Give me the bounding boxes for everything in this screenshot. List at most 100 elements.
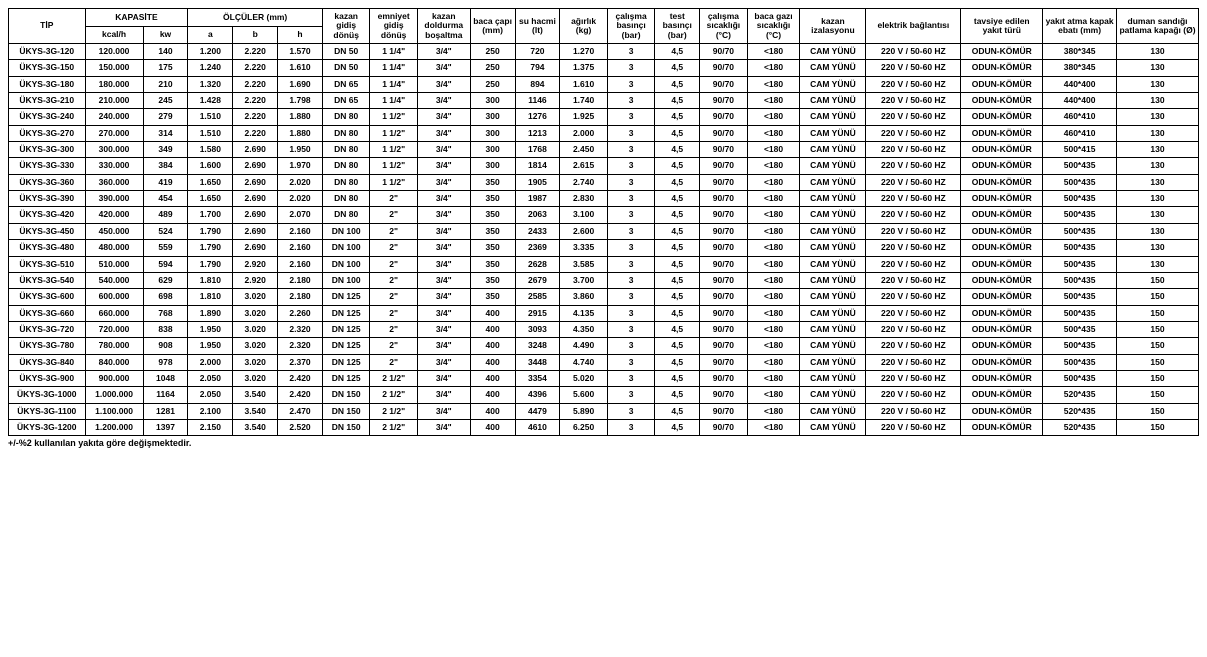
cell: 130 bbox=[1117, 76, 1199, 92]
cell: 90/70 bbox=[700, 60, 747, 76]
cell: 220 V / 50-60 HZ bbox=[866, 289, 961, 305]
cell: 3 bbox=[607, 338, 654, 354]
cell: 510.000 bbox=[85, 256, 143, 272]
cell: 3/4" bbox=[417, 142, 470, 158]
cell: 540.000 bbox=[85, 272, 143, 288]
cell: 2" bbox=[370, 207, 417, 223]
cell: 150 bbox=[1117, 289, 1199, 305]
table-row: ÜKYS-3G-420420.0004891.7002.6902.070DN 8… bbox=[9, 207, 1199, 223]
cell: 4,5 bbox=[655, 142, 700, 158]
cell: 2.920 bbox=[233, 272, 278, 288]
cell: 3.700 bbox=[560, 272, 607, 288]
cell: 2.690 bbox=[233, 158, 278, 174]
cell: ÜKYS-3G-390 bbox=[9, 191, 86, 207]
cell: 3/4" bbox=[417, 109, 470, 125]
cell: 130 bbox=[1117, 223, 1199, 239]
cell: <180 bbox=[747, 289, 800, 305]
cell: 3 bbox=[607, 109, 654, 125]
table-row: ÜKYS-3G-11001.100.00012812.1003.5402.470… bbox=[9, 403, 1199, 419]
cell: 3/4" bbox=[417, 321, 470, 337]
cell: <180 bbox=[747, 305, 800, 321]
cell: 2.220 bbox=[233, 93, 278, 109]
cell: 4,5 bbox=[655, 223, 700, 239]
table-row: ÜKYS-3G-180180.0002101.3202.2201.690DN 6… bbox=[9, 76, 1199, 92]
cell: 2.690 bbox=[233, 223, 278, 239]
cell: 3248 bbox=[515, 338, 560, 354]
cell: <180 bbox=[747, 158, 800, 174]
cell: 3/4" bbox=[417, 158, 470, 174]
cell: <180 bbox=[747, 419, 800, 435]
cell: 90/70 bbox=[700, 174, 747, 190]
cell: 300 bbox=[470, 109, 515, 125]
cell: 720.000 bbox=[85, 321, 143, 337]
cell: 1.610 bbox=[560, 76, 607, 92]
cell: 4,5 bbox=[655, 76, 700, 92]
cell: 150 bbox=[1117, 403, 1199, 419]
cell: 1.580 bbox=[188, 142, 233, 158]
cell: 220 V / 50-60 HZ bbox=[866, 272, 961, 288]
cell: 500*435 bbox=[1043, 223, 1117, 239]
cell: 500*435 bbox=[1043, 174, 1117, 190]
cell: <180 bbox=[747, 256, 800, 272]
cell: 3.540 bbox=[233, 387, 278, 403]
cell: 794 bbox=[515, 60, 560, 76]
col-b: b bbox=[233, 26, 278, 44]
cell: 2.830 bbox=[560, 191, 607, 207]
cell: 350 bbox=[470, 207, 515, 223]
cell: 2" bbox=[370, 354, 417, 370]
cell: 90/70 bbox=[700, 158, 747, 174]
table-row: ÜKYS-3G-600600.0006981.8103.0202.180DN 1… bbox=[9, 289, 1199, 305]
cell: 3/4" bbox=[417, 419, 470, 435]
cell: 1.790 bbox=[188, 256, 233, 272]
cell: 90/70 bbox=[700, 403, 747, 419]
cell: 245 bbox=[143, 93, 188, 109]
cell: 1.950 bbox=[278, 142, 323, 158]
cell: 500*435 bbox=[1043, 370, 1117, 386]
cell: 220 V / 50-60 HZ bbox=[866, 44, 961, 60]
cell: 2" bbox=[370, 289, 417, 305]
cell: 1397 bbox=[143, 419, 188, 435]
col-yakit: tavsiye edilen yakıt türü bbox=[961, 9, 1043, 44]
cell: 4,5 bbox=[655, 354, 700, 370]
cell: 220 V / 50-60 HZ bbox=[866, 370, 961, 386]
cell: 2.050 bbox=[188, 370, 233, 386]
cell: CAM YÜNÜ bbox=[800, 272, 866, 288]
cell: <180 bbox=[747, 76, 800, 92]
cell: 2 1/2" bbox=[370, 387, 417, 403]
cell: 500*435 bbox=[1043, 305, 1117, 321]
cell: 450.000 bbox=[85, 223, 143, 239]
cell: 350 bbox=[470, 191, 515, 207]
cell: 2.370 bbox=[278, 354, 323, 370]
cell: 2.070 bbox=[278, 207, 323, 223]
cell: 520*435 bbox=[1043, 403, 1117, 419]
cell: 4,5 bbox=[655, 60, 700, 76]
col-h: h bbox=[278, 26, 323, 44]
cell: 90/70 bbox=[700, 289, 747, 305]
cell: 460*410 bbox=[1043, 125, 1117, 141]
cell: ÜKYS-3G-900 bbox=[9, 370, 86, 386]
cell: 2.520 bbox=[278, 419, 323, 435]
cell: 90/70 bbox=[700, 223, 747, 239]
cell: ÜKYS-3G-780 bbox=[9, 338, 86, 354]
cell: 1.798 bbox=[278, 93, 323, 109]
cell: ÜKYS-3G-240 bbox=[9, 109, 86, 125]
cell: 3 bbox=[607, 354, 654, 370]
cell: 2.320 bbox=[278, 338, 323, 354]
cell: 2369 bbox=[515, 240, 560, 256]
cell: 3 bbox=[607, 305, 654, 321]
col-calisma-bas: çalışma basınçı (bar) bbox=[607, 9, 654, 44]
cell: 698 bbox=[143, 289, 188, 305]
table-body: ÜKYS-3G-120120.0001401.2002.2201.570DN 5… bbox=[9, 44, 1199, 436]
cell: 1.950 bbox=[188, 338, 233, 354]
table-row: ÜKYS-3G-450450.0005241.7902.6902.160DN 1… bbox=[9, 223, 1199, 239]
cell: 2.220 bbox=[233, 44, 278, 60]
cell: 2" bbox=[370, 338, 417, 354]
cell: 1.890 bbox=[188, 305, 233, 321]
cell: ODUN-KÖMÜR bbox=[961, 158, 1043, 174]
cell: 2" bbox=[370, 272, 417, 288]
cell: 360.000 bbox=[85, 174, 143, 190]
cell: ÜKYS-3G-1000 bbox=[9, 387, 86, 403]
cell: 220 V / 50-60 HZ bbox=[866, 158, 961, 174]
cell: CAM YÜNÜ bbox=[800, 305, 866, 321]
cell: 3 bbox=[607, 142, 654, 158]
